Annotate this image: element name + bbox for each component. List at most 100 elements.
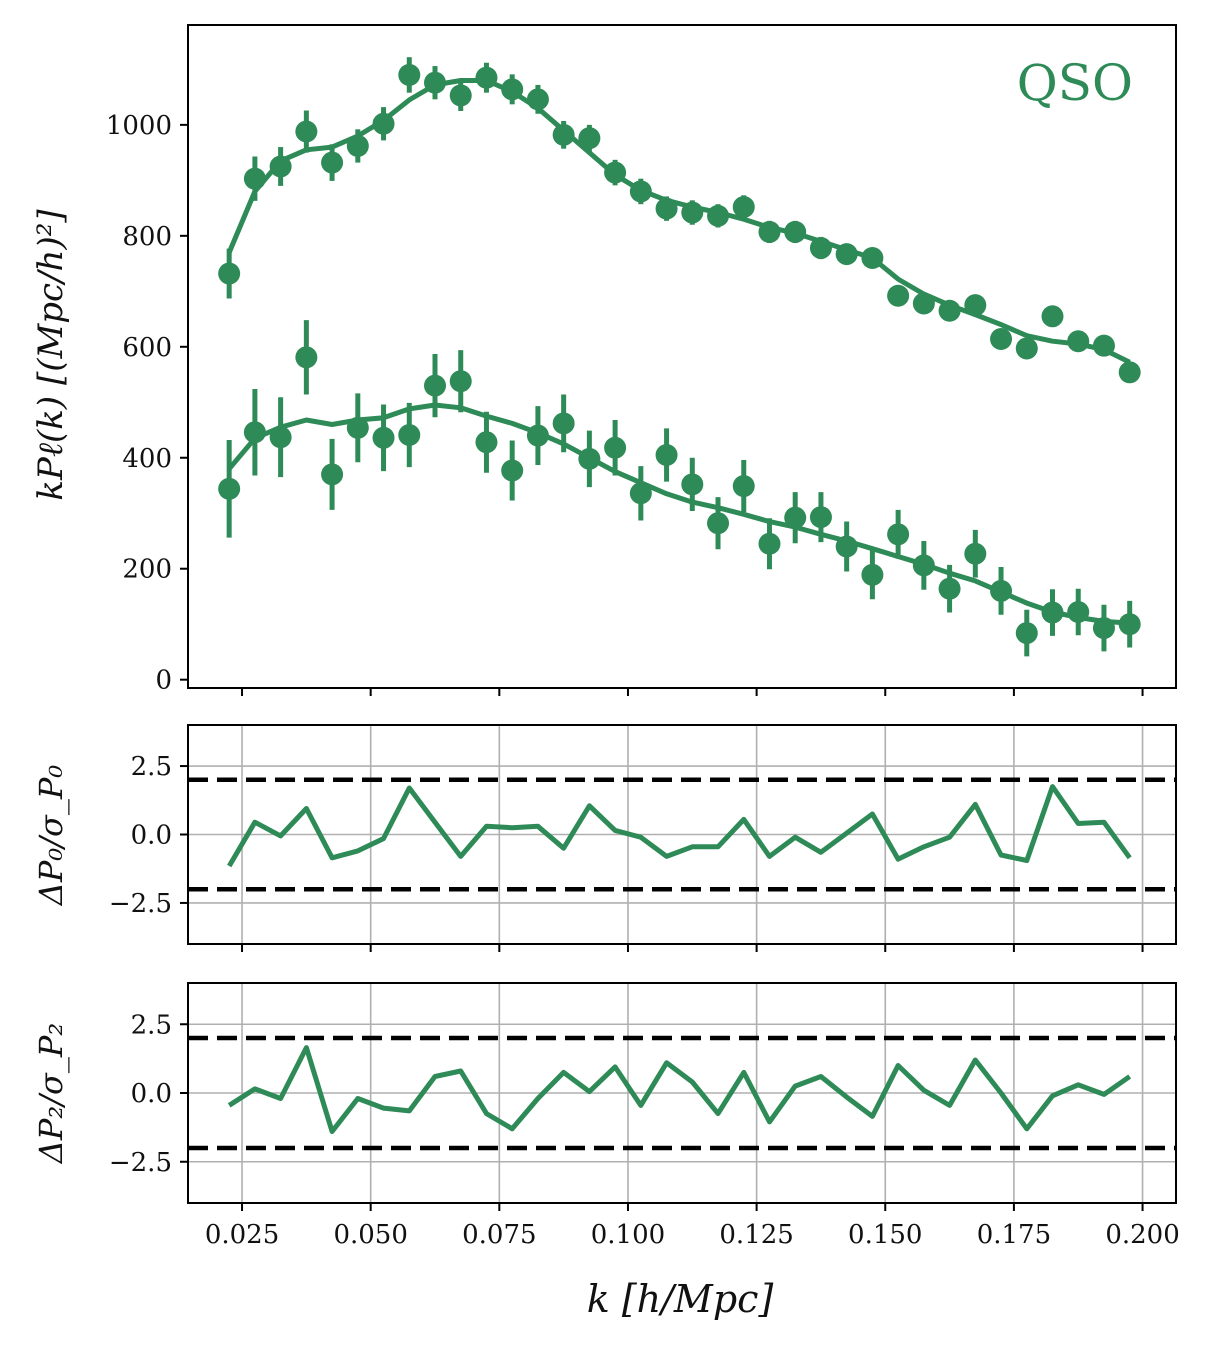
x-tick-label: 0.100 [591, 1220, 665, 1250]
monopole-data-point [835, 243, 858, 266]
monopole-data-point [552, 123, 575, 146]
plot-frame [187, 982, 1177, 1204]
quadrupole-data-point [501, 459, 524, 482]
quadrupole-data-point [707, 512, 730, 535]
y-tick-label: 0 [155, 666, 172, 696]
quadrupole-data-point [1015, 622, 1038, 645]
y-tick-label: −2.5 [109, 1148, 172, 1178]
monopole-data-point [887, 284, 910, 307]
quadrupole-data-point [552, 412, 575, 435]
x-tick-label: 0.075 [462, 1220, 536, 1250]
y-tick-label: 200 [122, 555, 172, 585]
monopole-data-point [398, 63, 421, 86]
y-tick-label: 2.5 [131, 752, 172, 782]
quadrupole-data-point [218, 477, 241, 500]
quadrupole-data-point [912, 554, 935, 577]
power-spectrum-panel: 0 200 400 600 800 1000 [106, 24, 1177, 696]
quadrupole-data-point [835, 535, 858, 558]
quadrupole-data-point [655, 443, 678, 466]
monopole-data-point [424, 71, 446, 94]
y-tick-label: −2.5 [109, 889, 172, 919]
monopole-y-axis-title: ΔP₀/σ_P₀ [32, 765, 70, 908]
y-tick-label: 600 [122, 333, 172, 363]
monopole-data-point [295, 120, 318, 143]
quadrupole-data-point [295, 346, 318, 369]
quadrupole-y-axis-title: ΔP₂/σ_P₂ [32, 1023, 70, 1165]
monopole-data-point [1092, 334, 1115, 357]
residual-line [227, 1045, 1132, 1134]
residual-line [227, 784, 1132, 868]
plot-frame [187, 24, 1177, 689]
monopole-data-point [475, 66, 498, 89]
plot-frame [187, 724, 1177, 945]
quadrupole-data-point [1118, 613, 1141, 636]
x-tick-label: 0.175 [977, 1220, 1051, 1250]
monopole-data-point [784, 220, 807, 243]
y-tick-label: 1000 [106, 111, 172, 141]
quadrupole-data-point [887, 523, 910, 546]
x-tick-label: 0.150 [848, 1220, 922, 1250]
x-tick-label: 0.025 [205, 1220, 279, 1250]
monopole-data-point [501, 78, 524, 101]
monopole-data-point [655, 197, 678, 220]
y-tick-label: 0.0 [131, 1079, 172, 1109]
monopole-data-point [449, 84, 472, 107]
monopole-data-point [1067, 330, 1090, 353]
monopole-residual-panel: 2.5 0.0 −2.5 [109, 724, 1177, 952]
x-tick-label: 0.200 [1105, 1220, 1179, 1250]
quadrupole-data-point [938, 577, 961, 600]
qso-annotation: QSO [1017, 54, 1133, 112]
quadrupole-data-point [964, 542, 987, 565]
monopole-data-point [526, 88, 549, 111]
y-tick-label: 2.5 [131, 1010, 172, 1040]
quadrupole-data-point [449, 370, 472, 393]
quadrupole-data-point [475, 431, 498, 454]
monopole-data-point [629, 180, 652, 203]
monopole-data-point [1041, 305, 1064, 328]
quadrupole-data-point [526, 424, 549, 447]
monopole-data-point [1118, 361, 1141, 384]
monopole-data-point [346, 134, 369, 157]
monopole-data-point [861, 247, 884, 270]
monopole-data-point [912, 292, 935, 315]
quadrupole-data-point [809, 506, 832, 529]
quadrupole-data-point [243, 421, 266, 444]
quadrupole-data-point [861, 563, 884, 586]
y-tick-label: 400 [122, 444, 172, 474]
quadrupole-data-point [578, 447, 601, 470]
monopole-data-point [964, 294, 987, 317]
quadrupole-data-point [758, 532, 781, 555]
monopole-model-line [226, 78, 1131, 365]
y-tick-label: 800 [122, 222, 172, 252]
quadrupole-data-point [321, 463, 344, 486]
monopole-data-point [578, 127, 601, 150]
monopole-data-point [321, 151, 344, 174]
monopole-data-point [604, 161, 627, 184]
quadrupole-data-point [1041, 601, 1064, 624]
monopole-data-point [732, 195, 755, 218]
quadrupole-data-point [398, 424, 421, 447]
monopole-data-point [1015, 337, 1038, 360]
top-y-axis-title: kPℓ(k) [(Mpc/h)²] [31, 209, 71, 501]
quadrupole-data-point [346, 416, 369, 439]
quadrupole-data-point [372, 426, 395, 449]
monopole-data-point [809, 237, 832, 260]
monopole-data-point [758, 220, 781, 243]
x-tick-label: 0.050 [333, 1220, 407, 1250]
quadrupole-data-point [990, 579, 1013, 602]
monopole-data-point [243, 167, 266, 190]
quadrupole-residual-panel: 0.025 0.050 0.075 0.100 0.125 0.150 0.175 0.200… [109, 982, 1180, 1250]
quadrupole-data-point [681, 473, 704, 496]
x-tick-label: 0.125 [719, 1220, 793, 1250]
monopole-data-point [990, 328, 1013, 351]
monopole-data-point [707, 204, 730, 227]
monopole-data-point [218, 262, 241, 285]
quadrupole-model-line [227, 402, 1130, 626]
quadrupole-data-point [269, 426, 292, 449]
monopole-data-point [269, 155, 292, 178]
y-tick-label: 0.0 [131, 821, 172, 851]
monopole-data-point [372, 112, 395, 135]
quadrupole-data-point [784, 506, 807, 529]
monopole-data-point [938, 299, 961, 322]
